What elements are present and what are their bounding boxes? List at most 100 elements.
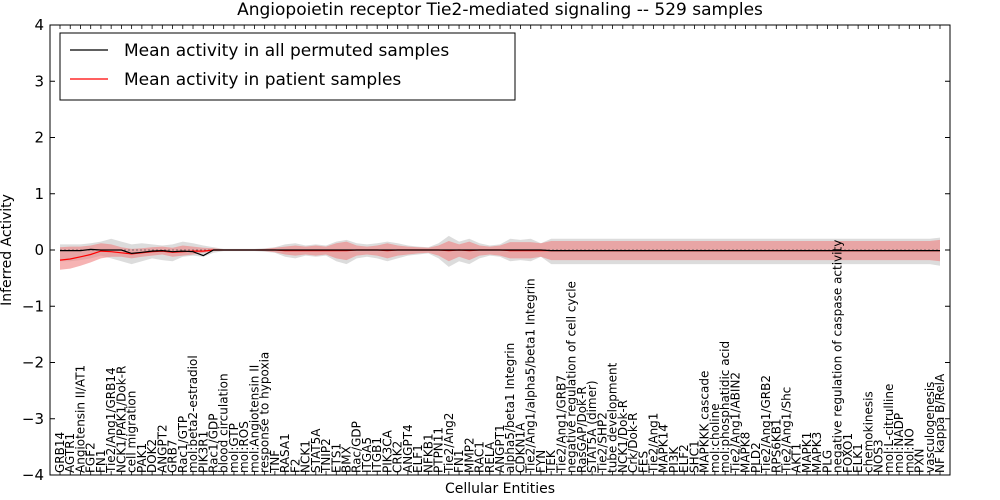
category-label: MMP2 — [462, 437, 476, 473]
category-label: mol:choline — [708, 403, 722, 473]
category-label: GRB7 — [166, 439, 180, 473]
category-label: mol:GTP — [227, 423, 241, 473]
category-label: SHC1 — [687, 440, 701, 473]
category-label: Rac1/GDP — [207, 414, 221, 473]
category-label: BMX — [340, 446, 354, 473]
category-label: alpha5/beta1 Integrin — [503, 343, 517, 473]
category-label: FOXO1 — [841, 433, 855, 473]
y-tick-label: 4 — [34, 16, 44, 34]
category-label: FGF2 — [84, 442, 98, 473]
y-tick-label: −1 — [22, 297, 44, 315]
category-label: TEK — [544, 449, 558, 474]
permuted-mean-line — [60, 248, 940, 257]
category-label: RASA1 — [278, 433, 292, 473]
category-label: NCK1/Dok-R — [616, 400, 630, 473]
category-label: tube development — [606, 362, 620, 473]
lines-layer — [59, 248, 940, 261]
category-label: Tie2/SHP2 — [595, 412, 609, 474]
category-label: negative regulation of cell cycle — [565, 281, 579, 473]
category-label: ANGPT1 — [493, 424, 507, 473]
y-tick-label: −2 — [22, 354, 44, 372]
category-label: FES — [636, 451, 650, 473]
category-label: Tie2/Ang1/ABIN2 — [728, 372, 742, 474]
category-label: STAT5A — [309, 428, 323, 473]
category-label: RPS6KB1 — [769, 418, 783, 473]
category-label: negative regulation of caspase activity — [831, 240, 845, 473]
category-label: MAPKKK cascade — [698, 371, 712, 473]
category-label: AGTR1 — [63, 433, 77, 473]
category-label: RAC1 — [473, 441, 487, 473]
category-label: Tie2/Ang1/GRB7 — [554, 375, 568, 474]
category-label: cell migration — [125, 391, 139, 473]
legend-box — [59, 32, 516, 101]
category-label: PTPN11 — [432, 427, 446, 473]
category-label: MAPK14 — [657, 424, 671, 473]
category-label: ELF2 — [677, 444, 691, 473]
category-label: Tie2/Ang2 — [442, 413, 456, 474]
category-label: mol:phosphatidic acid — [718, 341, 732, 473]
category-label: NCK1/PAK1/Dok-R — [114, 366, 128, 473]
category-label: CDKN1A — [514, 422, 528, 473]
y-tick-label: 1 — [34, 185, 44, 203]
category-label: RasGAP/Dok-R — [575, 386, 589, 473]
category-label: DOK2 — [145, 439, 159, 473]
category-label: FN1 — [94, 449, 108, 473]
category-label: AKT1 — [790, 443, 804, 473]
category-label: mol:NADP — [892, 413, 906, 473]
plot-frame — [49, 24, 951, 476]
category-label: CRK2 — [391, 441, 405, 473]
category-label: NCK1 — [299, 440, 313, 473]
category-label: NFKB1 — [421, 433, 435, 473]
category-label: Rac/GDP — [350, 421, 364, 473]
category-label: ELK1 — [851, 443, 865, 473]
category-label: PLD2 — [749, 442, 763, 473]
category-label: ETS1 — [329, 443, 343, 473]
category-label: vasculogenesis — [923, 382, 937, 473]
category-label: PAK1 — [135, 443, 149, 473]
category-label: Tie2/Ang1/GRB14 — [104, 367, 118, 474]
y-tick-label: 0 — [34, 241, 44, 259]
category-label: PLG — [820, 450, 834, 473]
category-label: STAT5A (dimer) — [585, 380, 599, 473]
chart-title: Angiopoietin receptor Tie2-mediated sign… — [237, 0, 763, 20]
category-label: ANGPT2 — [155, 424, 169, 473]
category-label: NOS3 — [872, 439, 886, 473]
x-axis-label: Cellular Entities — [445, 481, 555, 497]
x-ticks — [59, 25, 941, 475]
category-label: PI3K — [667, 446, 681, 473]
category-label: Tie2/Ang1/GRB2 — [759, 375, 773, 474]
legend-patient-label: Mean activity in patient samples — [124, 70, 401, 90]
y-tick-label: 2 — [34, 129, 44, 147]
category-label: FN1 — [452, 449, 466, 473]
category-label: MAPK8 — [739, 432, 753, 473]
category-label: MAPK1 — [800, 432, 814, 473]
category-label: mol:L-citrulline — [882, 384, 896, 473]
category-label: Rac1/GTP — [176, 416, 190, 473]
category-label: blood circulation — [217, 373, 231, 473]
category-label: MAPK3 — [810, 432, 824, 473]
category-label: ITGB1 — [370, 437, 384, 473]
category-label: ANGPT4 — [401, 424, 415, 473]
category-label: chemokinesis — [861, 391, 875, 473]
category-label: Tie2/Ang1/alpha5/beta1 Integrin — [524, 278, 538, 474]
category-label: NF kappa B/RelA — [933, 373, 947, 473]
legend: Mean activity in all permuted samples Me… — [59, 32, 516, 101]
category-label: FYN — [534, 450, 548, 473]
category-label: mol:NO — [902, 428, 916, 473]
category-label: ELF1 — [411, 444, 425, 473]
category-label: GRB14 — [53, 432, 67, 473]
patient-band — [60, 239, 940, 270]
category-label: Tie2/Ang1/Shc — [780, 387, 794, 474]
category-label: mol:Angiotensin II — [247, 365, 261, 473]
y-tick-label: −3 — [22, 410, 44, 428]
category-label: PXN — [913, 449, 927, 473]
y-tick-label: 3 — [34, 72, 44, 90]
legend-permuted-label: Mean activity in all permuted samples — [124, 41, 449, 61]
category-label: PIK3CA — [380, 429, 394, 473]
category-label: TNF — [268, 450, 282, 474]
category-label: RELA — [483, 441, 497, 473]
category-label: response to hypoxia — [258, 352, 272, 473]
category-label: mol:beta2-estradiol — [186, 355, 200, 473]
